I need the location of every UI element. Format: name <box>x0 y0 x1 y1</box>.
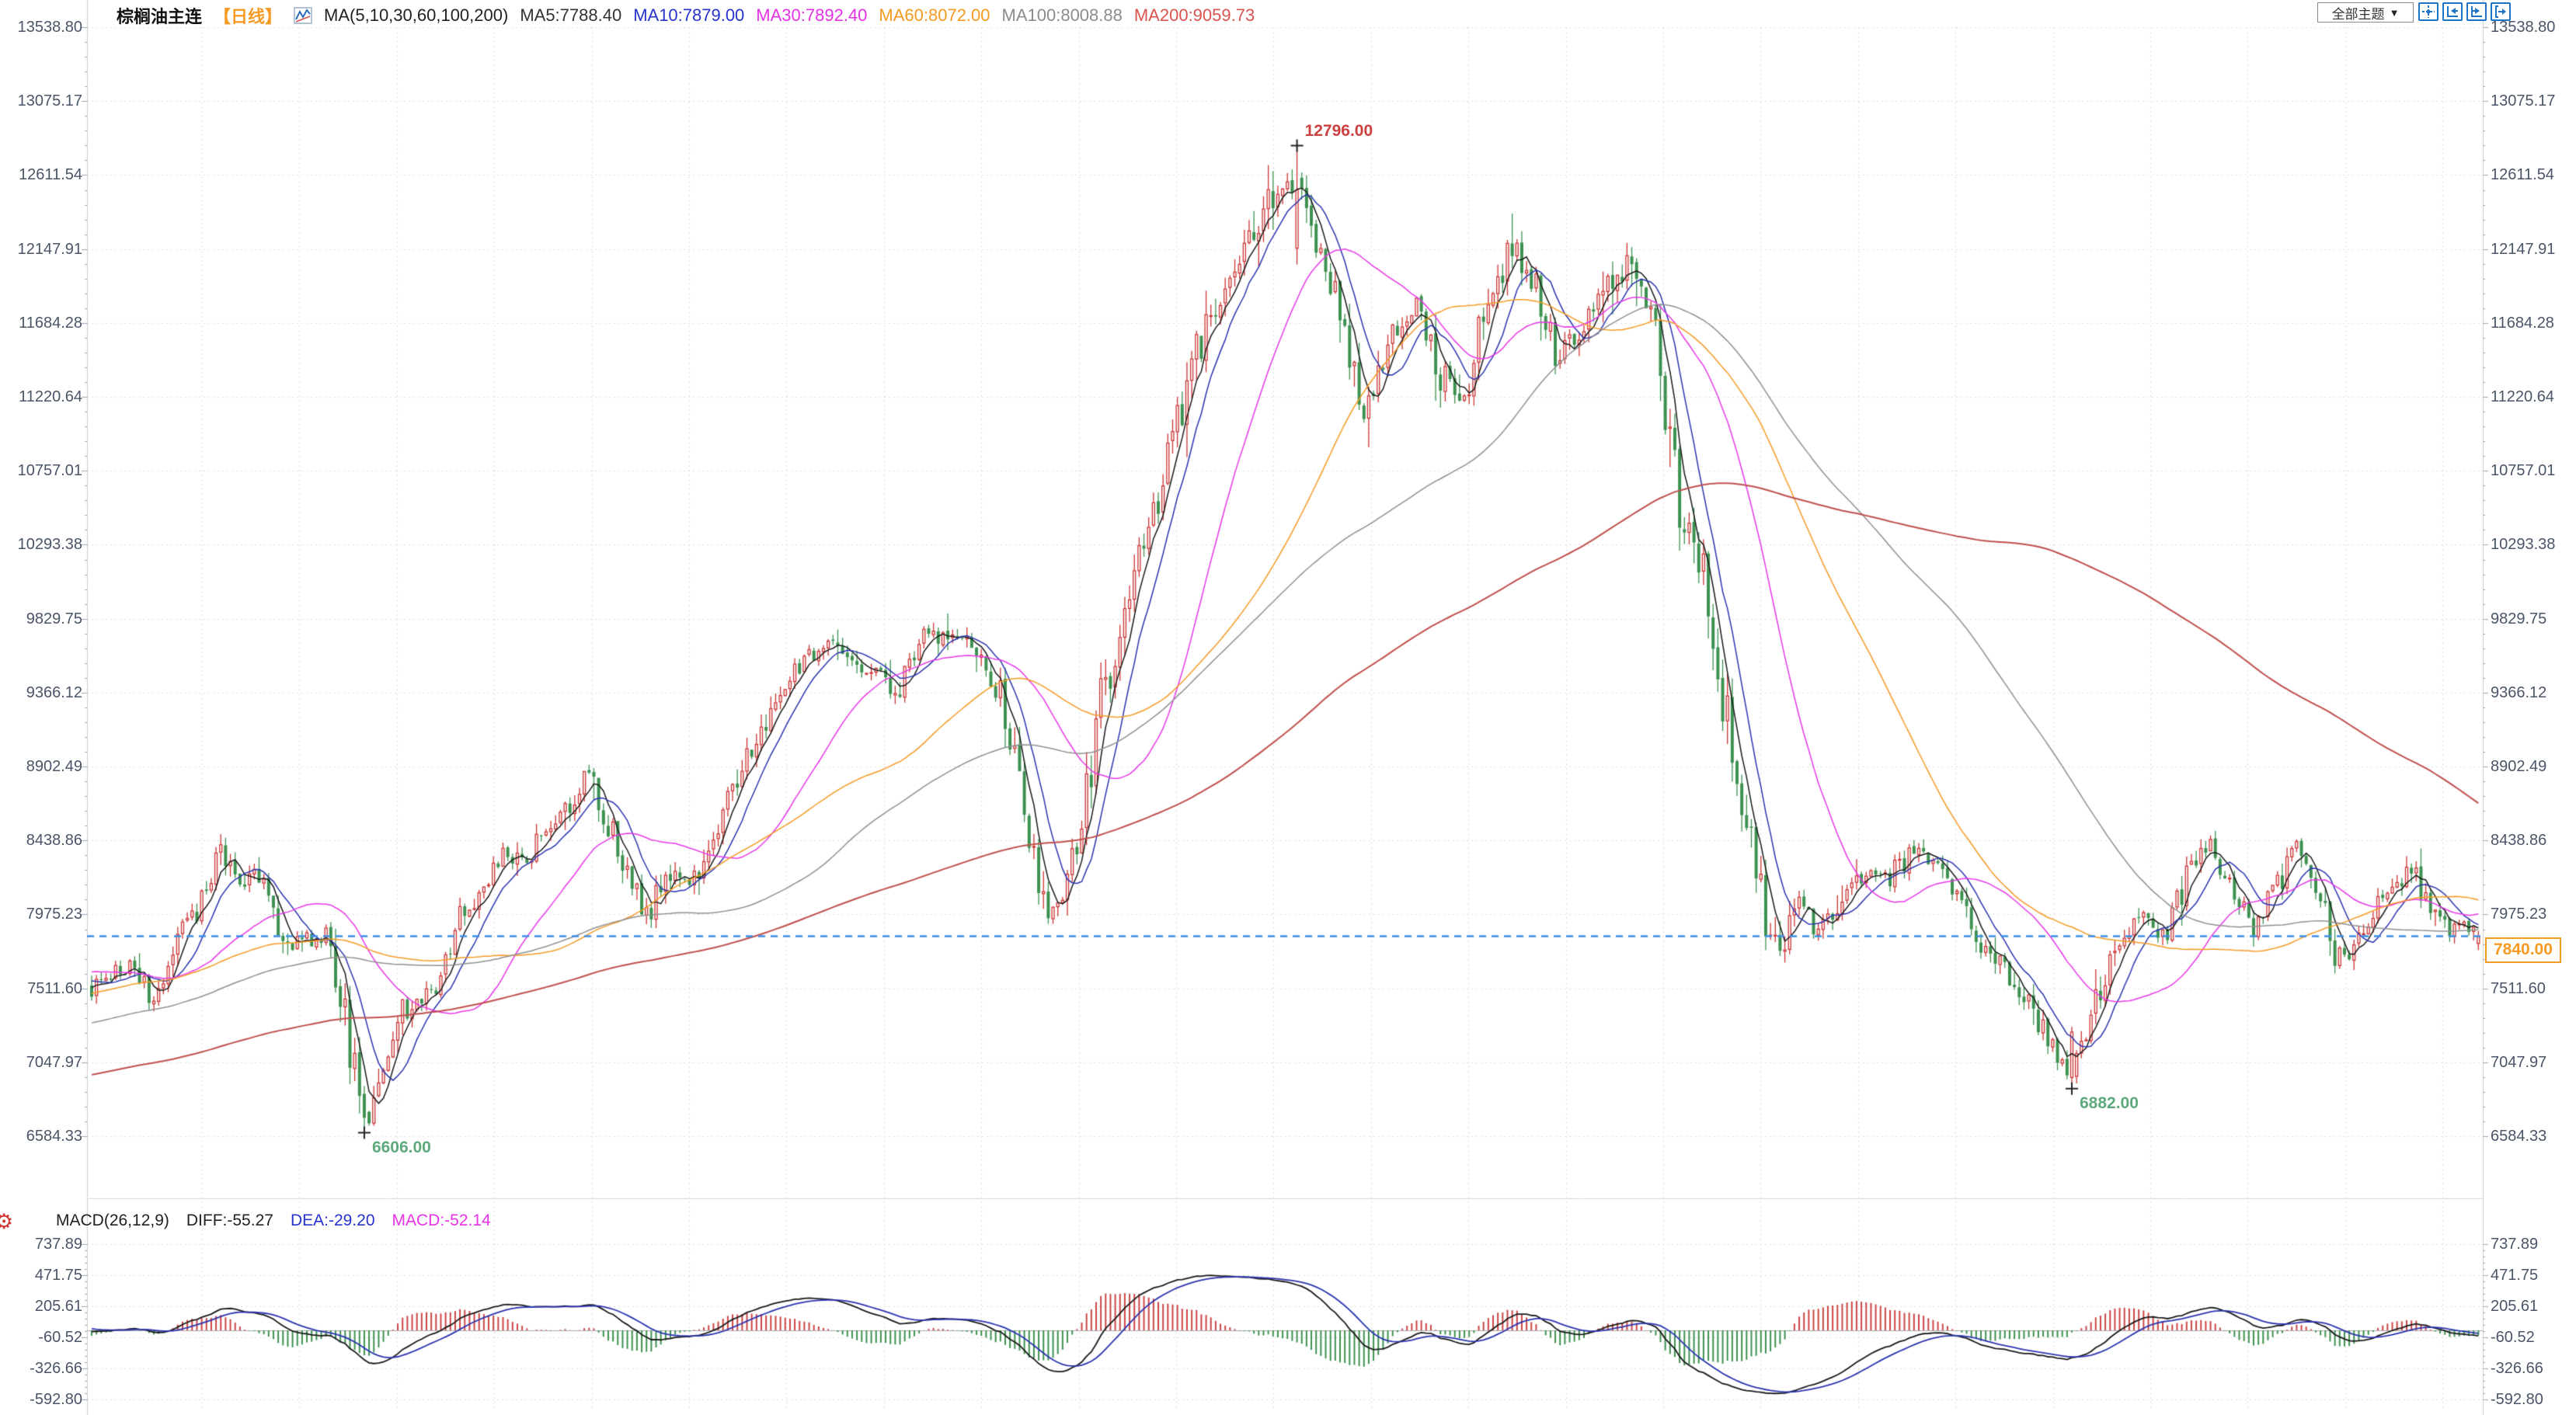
price-axis-label-right: 205.61 <box>2491 1298 2539 1316</box>
price-axis-label-right: 11684.28 <box>2491 314 2554 332</box>
price-axis-label-left: 471.75 <box>34 1267 82 1285</box>
ma30-value: MA30:7892.40 <box>756 5 868 25</box>
price-axis-label-right: 7975.23 <box>2491 906 2547 923</box>
reset-x-axis-icon <box>2447 6 2458 17</box>
price-axis-label-right: 471.75 <box>2491 1267 2539 1285</box>
price-axis-label-left: 9366.12 <box>26 683 82 701</box>
ma-params-label: MA(5,10,30,60,100,200) <box>324 5 509 25</box>
ma5-value: MA5:7788.40 <box>520 5 622 25</box>
reset-x-axis-button[interactable] <box>2442 2 2463 21</box>
price-axis-label-left: 7047.97 <box>26 1053 82 1071</box>
macd-macd-value: MACD:-52.14 <box>392 1212 491 1229</box>
instrument-name: 棕榈油主连 <box>117 7 203 26</box>
ma10-value: MA10:7879.00 <box>633 5 745 25</box>
price-axis-label-left: 7511.60 <box>27 979 82 997</box>
macd-dea-value: DEA:-29.20 <box>290 1212 375 1229</box>
chevron-down-icon: ▼ <box>2389 6 2400 19</box>
price-axis-label-left: 205.61 <box>34 1298 82 1316</box>
last-price-tag[interactable]: 7840.00 <box>2485 937 2561 963</box>
shift-right-button[interactable] <box>2491 2 2511 21</box>
price-axis-label-right: 12611.54 <box>2491 166 2554 184</box>
price-axis-label-right: 7047.97 <box>2491 1053 2547 1071</box>
price-axis-label-left: -592.80 <box>30 1391 82 1409</box>
theme-dropdown[interactable]: 全部主题 ▼ <box>2317 2 2414 23</box>
pan-tool-icon <box>2422 5 2435 18</box>
price-axis-label-left: 737.89 <box>34 1236 82 1253</box>
price-axis-label-left: 12147.91 <box>17 240 82 258</box>
price-axis-label-left: 12611.54 <box>19 166 82 184</box>
price-axis-label-right: 10757.01 <box>2491 462 2556 480</box>
ma60-value: MA60:8072.00 <box>879 5 990 25</box>
price-axis-label-left: 8902.49 <box>26 757 82 775</box>
price-axis-label-left: 7975.23 <box>26 906 82 923</box>
price-axis-label-left: 13538.80 <box>17 19 82 36</box>
macd-params-label[interactable]: MACD(26,12,9) <box>56 1212 169 1229</box>
price-axis-label-right: 6584.33 <box>2491 1127 2547 1145</box>
price-axis-label-left: 6584.33 <box>26 1127 82 1145</box>
price-axis-label-right: 737.89 <box>2491 1236 2539 1253</box>
theme-dropdown-label: 全部主题 <box>2331 6 2385 22</box>
low-annotation-1: 6606.00 <box>371 1138 431 1156</box>
high-annotation: 12796.00 <box>1304 121 1373 140</box>
price-axis-label-left: -60.52 <box>38 1329 82 1347</box>
price-axis-label-left: -326.66 <box>30 1360 82 1378</box>
ma200-value: MA200:9059.73 <box>1133 5 1255 25</box>
price-axis-label-left: 13075.17 <box>17 92 82 110</box>
price-axis-label-left: 11220.64 <box>19 388 82 405</box>
chart-header: 棕榈油主连 【日线】 MA(5,10,30,60,100,200) MA5:77… <box>117 3 1255 28</box>
low-annotation-2: 6882.00 <box>2079 1093 2139 1112</box>
macd-header: MACD(26,12,9) DIFF:-55.27 DEA:-29.20 MAC… <box>56 1212 491 1230</box>
price-axis-label-right: 8438.86 <box>2491 832 2547 850</box>
price-axis-label-right: 8902.49 <box>2491 757 2547 775</box>
price-axis-label-right: 13075.17 <box>2491 92 2556 110</box>
price-axis-label-left: 11684.28 <box>19 314 82 332</box>
macd-diff-value: DIFF:-55.27 <box>186 1212 273 1229</box>
price-axis-label-right: 13538.80 <box>2491 19 2556 36</box>
price-axis-label-left: 8438.86 <box>26 832 82 850</box>
indicator-settings-icon[interactable]: ⚙ <box>0 1210 14 1233</box>
ma100-value: MA100:8008.88 <box>1001 5 1123 25</box>
pan-tool-button[interactable] <box>2418 2 2438 21</box>
shift-right-icon <box>2495 5 2506 18</box>
price-axis-label-right: -592.80 <box>2491 1391 2543 1409</box>
reset-y-axis-button[interactable] <box>2466 2 2487 21</box>
price-axis-label-right: 11220.64 <box>2491 388 2554 405</box>
price-axis-label-left: 9829.75 <box>26 610 82 628</box>
price-axis-label-right: 9366.12 <box>2491 683 2547 701</box>
price-axis-label-left: 10757.01 <box>17 462 82 480</box>
price-axis-label-right: 9829.75 <box>2491 610 2547 628</box>
price-axis-label-right: 12147.91 <box>2491 240 2556 258</box>
price-axis-label-left: 10293.38 <box>17 536 82 554</box>
price-axis-label-right: 10293.38 <box>2491 536 2556 554</box>
price-axis-label-right: -60.52 <box>2491 1329 2535 1347</box>
price-axis-label-right: -326.66 <box>2491 1360 2543 1378</box>
ma-chart-icon <box>294 6 312 25</box>
chart-toolbar <box>2418 2 2511 21</box>
price-axis-label-right: 7511.60 <box>2491 979 2546 997</box>
reset-y-axis-icon <box>2471 6 2482 17</box>
period-tag[interactable]: 【日线】 <box>214 7 283 26</box>
